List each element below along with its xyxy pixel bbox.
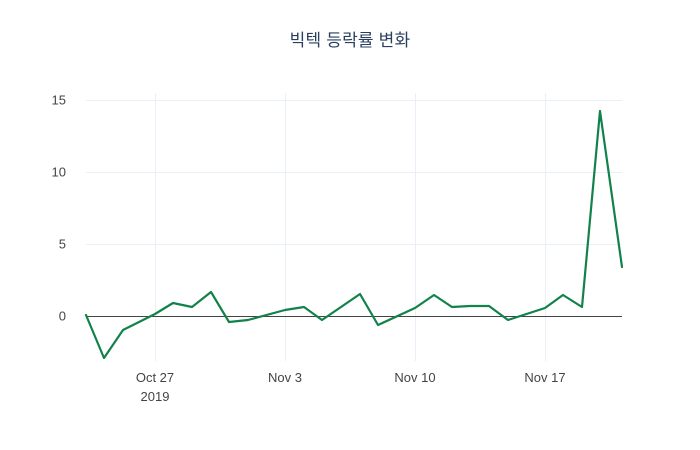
plot-area [86,93,622,361]
gridline-horizontal [86,100,622,101]
x-tick-label-line1: Nov 17 [524,370,566,385]
y-tick-label: 10 [51,164,66,180]
gridline-vertical [285,93,286,361]
x-tick-label: Nov 3 [268,368,302,387]
gridline-vertical [545,93,546,361]
x-tick-label: Nov 17 [524,368,565,387]
y-tick-label: 5 [58,236,66,252]
x-tick-label-line2: 2019 [140,389,170,404]
zero-baseline [86,316,622,317]
x-tick-label-line1: Nov 3 [268,370,302,385]
x-tick-label-line1: Oct 27 [135,370,175,385]
y-tick-label: 15 [51,92,66,108]
gridline-vertical [155,93,156,361]
x-tick-label-line1: Nov 10 [394,370,436,385]
gridline-vertical [415,93,416,361]
y-tick-label: 0 [58,308,66,324]
chart-title: 빅텍 등락률 변화 [289,31,411,50]
gridline-horizontal [86,244,622,245]
gridline-horizontal [86,172,622,173]
x-tick-label: Nov 10 [394,368,435,387]
x-tick-label: Oct 27 2019 [136,368,174,406]
